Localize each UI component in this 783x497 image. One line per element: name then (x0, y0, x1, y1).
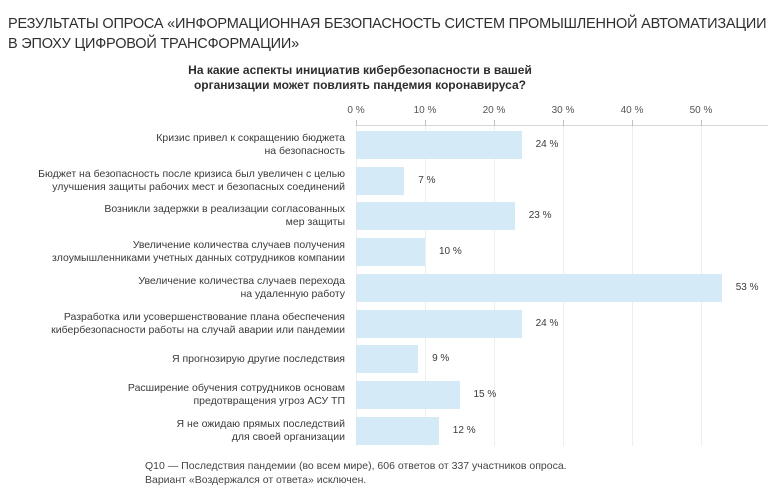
footnote-line-1: Q10 — Последствия пандемии (во всем мире… (145, 460, 567, 472)
data-label: 15 % (473, 388, 497, 400)
category-label-line: для своей организации (231, 430, 345, 443)
category-label-line: на удаленную работу (240, 287, 345, 300)
category-label-line: Бюджет на безопасность после кризиса был… (38, 167, 345, 180)
data-label: 23 % (528, 210, 552, 222)
category-label-line: Расширение обучения сотрудников основам (127, 381, 345, 394)
category-label-line: предотвращения угроз АСУ ТП (193, 394, 346, 407)
category-label-line: Увеличение количества случаев получения (132, 239, 345, 252)
data-label: 10 % (439, 246, 462, 258)
question-line-2: организации может повлиять пандемия коро… (193, 78, 527, 92)
category-label-line: кибербезопасности работы на случай авари… (51, 323, 345, 336)
data-label: 9 % (432, 353, 450, 365)
category-label-line: Возникли задержки в реализации согласова… (104, 203, 345, 216)
data-label: 7 % (418, 174, 436, 186)
category-label: Я прогнозирую другие последствия (30, 353, 345, 366)
tick-label: 50 % (689, 105, 713, 116)
category-label: Кризис привел к сокращению бюджета на без… (30, 132, 345, 158)
tick-label: 40 % (620, 105, 644, 116)
category-label: Увеличение количества случаев перехода на… (30, 275, 345, 301)
category-label-line: Я прогнозирую другие последствия (171, 352, 345, 365)
category-label-line: Разработка или усовершенствование плана … (63, 310, 345, 323)
tick-mark (356, 120, 357, 126)
category-label-line: улучшения защиты рабочих мест и безопасн… (52, 180, 345, 193)
bar (356, 238, 425, 267)
category-label-line: Увеличение количества случаев перехода (138, 274, 345, 287)
tick-label: 30 % (551, 105, 575, 116)
tick-label: 10 % (413, 105, 437, 116)
bar (356, 309, 522, 338)
axis-line (356, 125, 768, 126)
tick-label: 20 % (482, 105, 506, 116)
data-label: 24 % (535, 317, 559, 329)
bar (356, 202, 515, 231)
category-label-line: Кризис привел к сокращению бюджета (156, 132, 345, 144)
category-label: Разработка или усовершенствование плана … (30, 311, 345, 337)
category-label-line: злоумышленниками учетных данных сотрудни… (52, 252, 345, 265)
category-label-line: мер защиты (285, 216, 345, 229)
bar (356, 131, 522, 159)
tick-mark (494, 120, 495, 126)
bar (356, 166, 405, 195)
category-label: Увеличение количества случаев получения з… (30, 239, 345, 265)
tick-mark (425, 120, 426, 126)
category-label: Расширение обучения сотрудников основам п… (30, 382, 345, 408)
question-line-1: На какие аспекты инициатив кибербезопасн… (188, 63, 532, 77)
data-label: 53 % (735, 281, 759, 293)
tick-mark (632, 120, 633, 126)
bar (356, 416, 439, 445)
category-label-line: на безопасность (264, 145, 345, 157)
footnote-line-2: Вариант «Воздержался от ответа» исключен… (145, 474, 367, 486)
tick-mark (563, 120, 564, 126)
bar (356, 345, 419, 374)
category-label: Я не ожидаю прямых последствий для своей … (30, 418, 345, 444)
footnote: Q10 — Последствия пандемии (во всем мире… (145, 459, 665, 487)
bar (356, 273, 722, 302)
tick-label: 0 % (347, 105, 365, 116)
category-label-line: Я не ожидаю прямых последствий (176, 417, 345, 430)
category-label: Возникли задержки в реализации согласова… (30, 203, 345, 229)
tick-mark (701, 120, 702, 126)
data-label: 12 % (452, 424, 476, 436)
report-title: РЕЗУЛЬТАТЫ ОПРОСА «ИНФОРМАЦИОННАЯ БЕЗОПА… (8, 16, 767, 52)
category-label: Бюджет на безопасность после кризиса был… (30, 168, 345, 194)
data-label: 24 % (535, 139, 559, 150)
chart-question: На какие аспекты инициатив кибербезопасн… (150, 63, 570, 93)
bar (356, 380, 460, 409)
